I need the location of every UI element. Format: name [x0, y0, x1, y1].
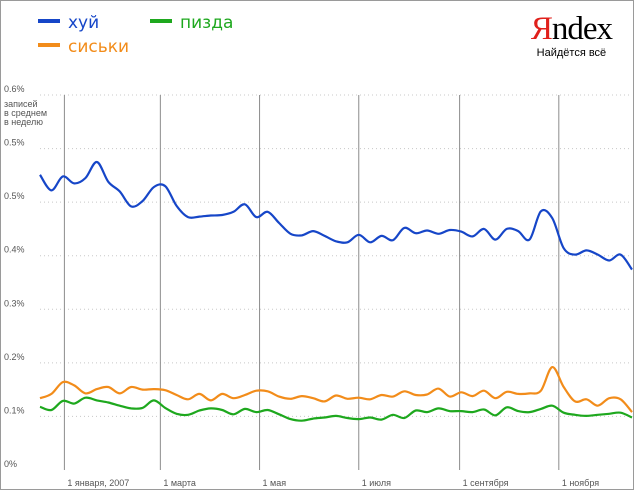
x-tick-label-1: 1 марта — [163, 478, 196, 488]
y-tick-label-6: 0.5% — [4, 138, 25, 148]
logo-first-letter: Я — [530, 11, 553, 47]
legend-swatch-series-3 — [38, 43, 60, 47]
logo-wordmark: Яndex — [530, 11, 613, 47]
yandex-logo: Яndex Найдётся всё — [530, 11, 613, 60]
series-line-2 — [39, 396, 633, 422]
legend-label-series-2: пизда — [180, 13, 234, 33]
y-tick-label-5: 0.5% — [4, 191, 25, 201]
y-tick-label-7: 0.6% — [4, 84, 25, 94]
series-line-1 — [39, 160, 633, 271]
y-tick-label-0: 0% — [4, 459, 17, 469]
legend-item-series-1: хуй — [38, 13, 99, 33]
legend-swatch-series-2 — [150, 19, 172, 23]
y-tick-labels: 0% 0.1% 0.2% 0.3% 0.4% 0.5% 0.5% 0.6% — [4, 84, 25, 469]
y-axis-label: записей в среднем в неделю — [4, 99, 47, 127]
y-tick-label-4: 0.4% — [4, 245, 25, 255]
x-tick-label-4: 1 сентября — [463, 478, 509, 488]
legend-swatch-series-1 — [38, 19, 60, 23]
x-tick-labels: 1 января, 2007 1 марта 1 мая 1 июля 1 сентяб… — [67, 478, 599, 488]
legend-item-series-2: пизда — [150, 13, 233, 33]
logo-rest: ndex — [551, 11, 613, 47]
grid-lines — [40, 94, 632, 470]
x-tick-label-2: 1 мая — [263, 478, 287, 488]
y-tick-label-1: 0.1% — [4, 405, 25, 415]
series-lines — [39, 160, 633, 422]
legend-label-series-1: хуй — [68, 13, 100, 33]
x-tick-label-5: 1 ноября — [562, 478, 599, 488]
y-tick-label-2: 0.2% — [4, 352, 25, 362]
legend-item-series-3: сиськи — [38, 37, 129, 57]
series-line-3 — [39, 366, 633, 413]
logo-slogan: Найдётся всё — [536, 47, 607, 59]
x-tick-label-3: 1 июля — [362, 478, 391, 488]
y-tick-label-3: 0.3% — [4, 298, 25, 308]
legend-label-series-3: сиськи — [68, 37, 130, 57]
x-tick-label-0: 1 января, 2007 — [67, 478, 129, 488]
